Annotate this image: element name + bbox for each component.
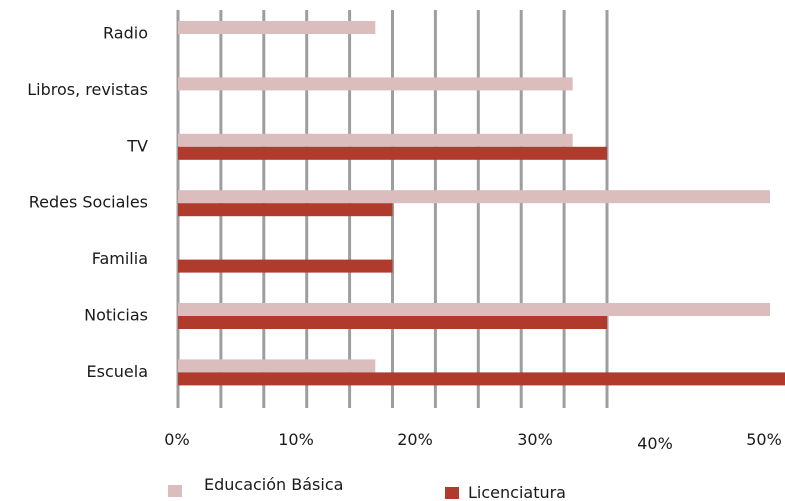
- x-tick-label: 30%: [517, 430, 553, 449]
- legend-label: Licenciatura: [468, 483, 566, 501]
- legend-swatch: [445, 487, 459, 499]
- x-tick-label: 0%: [164, 430, 189, 449]
- bar-educacion-basica: [178, 190, 771, 204]
- bar-educacion-basica: [178, 359, 376, 373]
- bar-licenciatura: [178, 146, 607, 160]
- category-label: Radio: [103, 24, 148, 43]
- bar-educacion-basica: [178, 133, 573, 147]
- bar-licenciatura: [178, 372, 785, 386]
- x-tick-labels: 0% 10% 20% 30% 40% 50%: [164, 430, 781, 453]
- x-tick-label: 40%: [637, 434, 673, 453]
- x-tick-label: 10%: [278, 430, 314, 449]
- category-label: Noticias: [84, 306, 148, 325]
- category-label: Escuela: [87, 362, 148, 381]
- x-tick-label: 20%: [397, 430, 433, 449]
- legend-label: Educación Básica: [204, 475, 343, 494]
- bar-licenciatura: [178, 316, 607, 329]
- bar-educacion-basica: [178, 303, 771, 316]
- category-label: TV: [126, 136, 148, 155]
- bar-licenciatura: [178, 203, 393, 217]
- legend-swatch: [168, 485, 182, 497]
- legend: Educación Básica Licenciatura: [168, 475, 566, 501]
- category-label: Libros, revistas: [27, 80, 148, 99]
- bar-educacion-basica: [178, 21, 376, 34]
- bars: [178, 21, 785, 386]
- bar-educacion-basica: [178, 77, 573, 91]
- x-tick-label: 50%: [746, 430, 782, 449]
- category-label: Redes Sociales: [29, 193, 148, 212]
- category-labels: Radio Libros, revistas TV Redes Sociales Fam…: [27, 24, 148, 381]
- category-label: Familia: [92, 249, 148, 268]
- bar-licenciatura: [178, 259, 393, 273]
